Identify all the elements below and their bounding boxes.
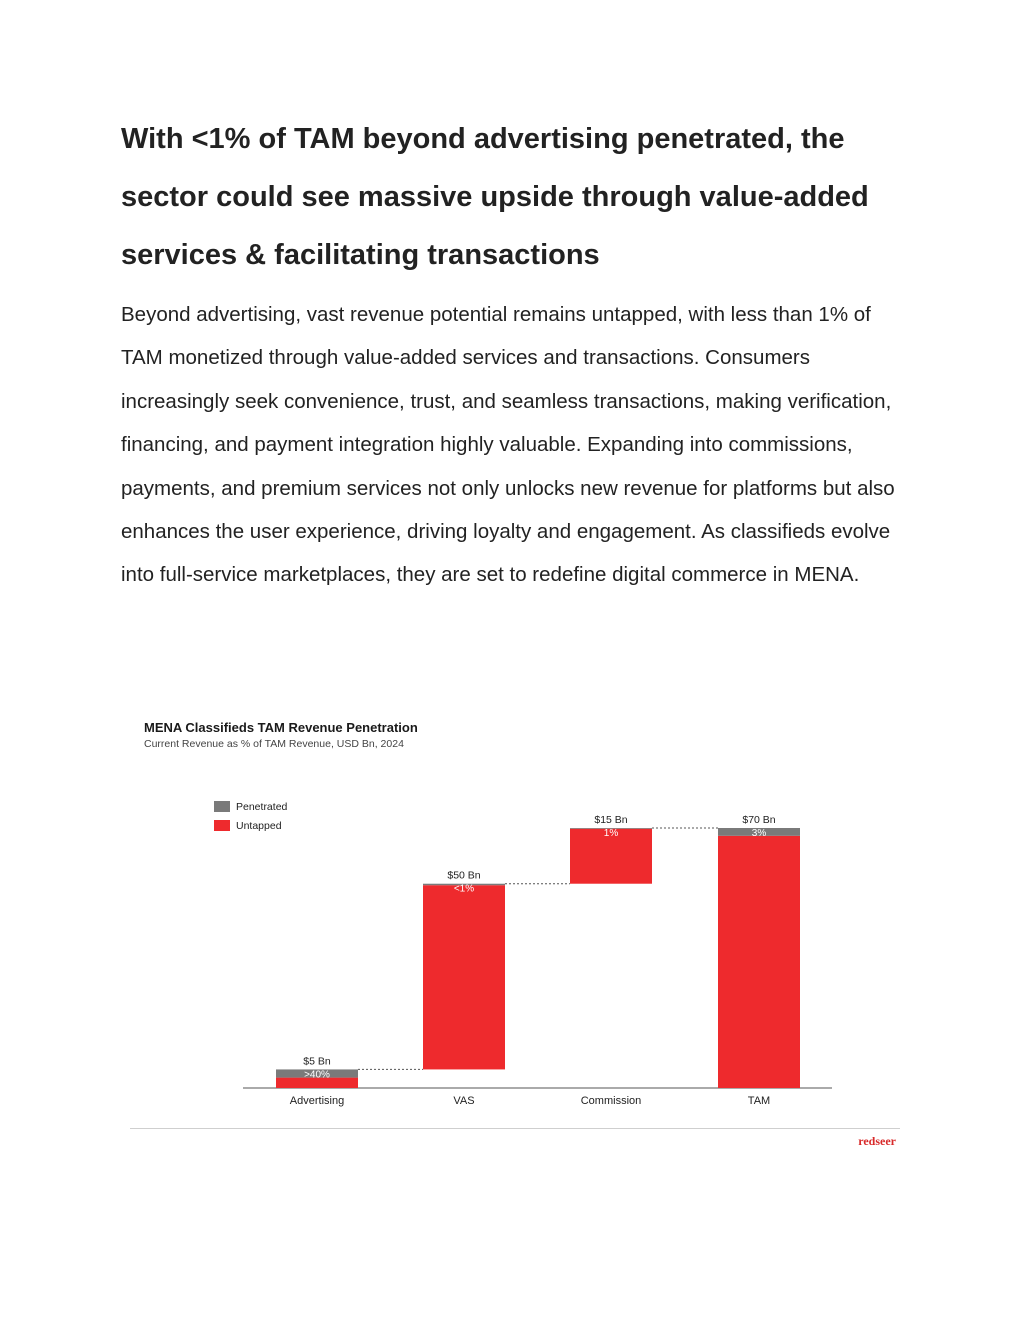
total-label-vas: $50 Bn [447,870,480,882]
legend-item-penetrated: Penetrated [214,797,287,816]
article-body: Beyond advertising, vast revenue potenti… [121,303,895,587]
waterfall-chart: >40% $5 Bn Advertising <1% $50 Bn VAS 1% $15 Bn… [243,814,832,1107]
bar-untapped-commission [570,828,652,884]
category-label-advertising: Advertising [290,1095,344,1107]
bar-penetrated-tam [718,828,800,836]
category-label-vas: VAS [453,1095,474,1107]
total-label-tam: $70 Bn [742,814,775,826]
bar-untapped-tam [718,835,800,1088]
total-label-advertising: $5 Bn [303,1055,331,1067]
legend-label-untapped: Untapped [236,819,282,832]
chart-legend: Penetrated Untapped [214,797,287,835]
chart-divider [130,1128,900,1129]
chart-subtitle: Current Revenue as % of TAM Revenue, USD… [144,738,404,750]
legend-swatch-penetrated [214,801,230,812]
penetration-label-commission: 1% [604,828,619,839]
legend-item-untapped: Untapped [214,816,287,835]
category-label-commission: Commission [581,1095,642,1107]
total-label-commission: $15 Bn [594,814,627,826]
chart-title: MENA Classifieds TAM Revenue Penetration [144,720,418,735]
chart-figure: >40% $5 Bn Advertising <1% $50 Bn VAS 1% $15 Bn… [130,710,900,1150]
bar-penetrated-vas [423,883,505,886]
penetration-label-tam: 3% [752,828,767,839]
bar-penetrated-advertising [276,1069,358,1078]
penetration-label-advertising: >40% [304,1069,330,1080]
legend-label-penetrated: Penetrated [236,800,288,813]
bar-penetrated-commission [570,828,652,829]
bar-untapped-vas [423,885,505,1070]
category-label-tam: TAM [748,1095,770,1107]
brand-logo: redseer [858,1134,896,1148]
penetration-label-vas: <1% [454,884,474,895]
bar-untapped-advertising [276,1077,358,1088]
legend-swatch-untapped [214,820,230,831]
article-heading: With <1% of TAM beyond advertising penet… [121,123,869,271]
